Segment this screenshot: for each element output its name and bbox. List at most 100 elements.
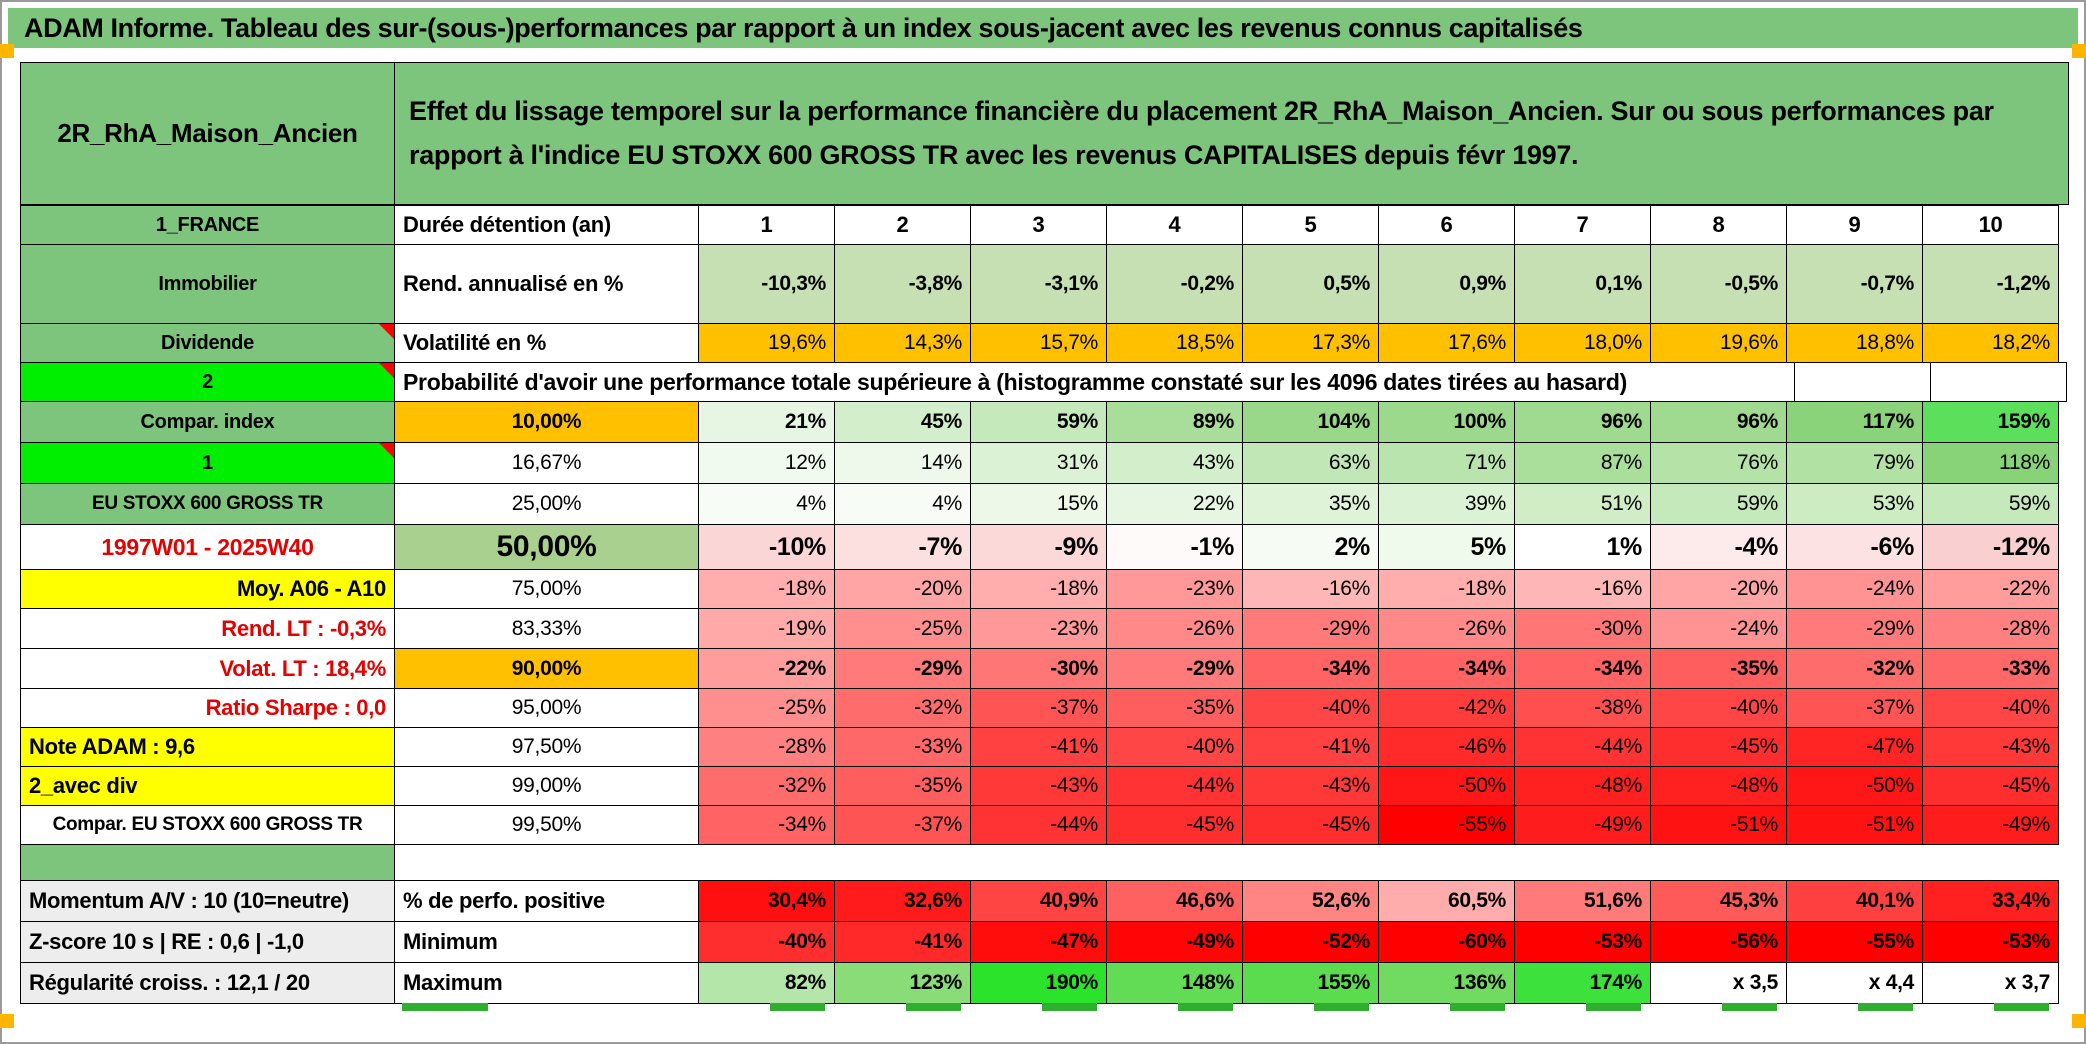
value-cell[interactable]: 104% bbox=[1242, 401, 1379, 443]
value-cell[interactable]: -37% bbox=[970, 688, 1107, 728]
value-cell[interactable]: 40,1% bbox=[1786, 880, 1923, 922]
value-cell[interactable]: -47% bbox=[970, 921, 1107, 963]
portfolio-name-cell[interactable]: 2R_RhA_Maison_Ancien bbox=[20, 62, 395, 205]
value-cell[interactable]: 53% bbox=[1786, 483, 1923, 525]
value-cell[interactable]: -34% bbox=[698, 805, 835, 845]
value-cell[interactable]: 18,2% bbox=[1922, 323, 2059, 363]
value-cell[interactable]: -41% bbox=[834, 921, 971, 963]
value-cell[interactable]: -45% bbox=[1106, 805, 1243, 845]
label-cell-minimum[interactable]: Z-score 10 s | RE : 0,6 | -1,0 bbox=[20, 921, 395, 963]
sheet-title-cell[interactable]: ADAM Informe. Tableau des sur-(sous-)per… bbox=[8, 8, 2078, 48]
value-cell[interactable]: 9 bbox=[1786, 205, 1923, 245]
value-cell[interactable]: 30,4% bbox=[698, 880, 835, 922]
value-cell[interactable]: 14% bbox=[834, 442, 971, 484]
value-cell[interactable]: -29% bbox=[834, 648, 971, 689]
value-cell[interactable]: 87% bbox=[1514, 442, 1651, 484]
value-cell[interactable]: -1,2% bbox=[1922, 244, 2059, 324]
value-cell[interactable]: -32% bbox=[834, 688, 971, 728]
value-cell[interactable]: -35% bbox=[1106, 688, 1243, 728]
value-cell[interactable]: -45% bbox=[1922, 766, 2059, 806]
value-cell[interactable]: 17,3% bbox=[1242, 323, 1379, 363]
sublabel-cell-p8333[interactable]: 83,33% bbox=[394, 608, 699, 649]
label-cell-p50[interactable]: 1997W01 - 2025W40 bbox=[20, 524, 395, 570]
value-cell[interactable]: 82% bbox=[698, 962, 835, 1004]
value-cell[interactable]: -18% bbox=[1378, 569, 1515, 609]
value-cell[interactable]: 5 bbox=[1242, 205, 1379, 245]
empty-cell[interactable] bbox=[1794, 362, 1931, 402]
value-cell[interactable]: 63% bbox=[1242, 442, 1379, 484]
value-cell[interactable]: -3,1% bbox=[970, 244, 1107, 324]
value-cell[interactable]: -45% bbox=[1650, 727, 1787, 767]
value-cell[interactable]: 10 bbox=[1922, 205, 2059, 245]
value-cell[interactable]: -43% bbox=[970, 766, 1107, 806]
value-cell[interactable]: -53% bbox=[1514, 921, 1651, 963]
value-cell[interactable]: 2% bbox=[1242, 524, 1379, 570]
value-cell[interactable]: 21% bbox=[698, 401, 835, 443]
value-cell[interactable]: -37% bbox=[1786, 688, 1923, 728]
value-cell[interactable]: -41% bbox=[1242, 727, 1379, 767]
value-cell[interactable]: 174% bbox=[1514, 962, 1651, 1004]
sublabel-cell-p1667[interactable]: 16,67% bbox=[394, 442, 699, 484]
value-cell[interactable]: 60,5% bbox=[1378, 880, 1515, 922]
value-cell[interactable]: 76% bbox=[1650, 442, 1787, 484]
value-cell[interactable]: -30% bbox=[970, 648, 1107, 689]
value-cell[interactable]: 123% bbox=[834, 962, 971, 1004]
label-cell-p99[interactable]: 2_avec div bbox=[20, 766, 395, 806]
value-cell[interactable]: -34% bbox=[1514, 648, 1651, 689]
value-cell[interactable]: -25% bbox=[698, 688, 835, 728]
value-cell[interactable]: -0,5% bbox=[1650, 244, 1787, 324]
value-cell[interactable]: 159% bbox=[1922, 401, 2059, 443]
value-cell[interactable]: 18,0% bbox=[1514, 323, 1651, 363]
sublabel-cell-p95[interactable]: 95,00% bbox=[394, 688, 699, 728]
value-cell[interactable]: -10,3% bbox=[698, 244, 835, 324]
value-cell[interactable]: -18% bbox=[698, 569, 835, 609]
label-cell-p90[interactable]: Volat. LT : 18,4% bbox=[20, 648, 395, 689]
value-cell[interactable]: -30% bbox=[1514, 608, 1651, 649]
value-cell[interactable]: -12% bbox=[1922, 524, 2059, 570]
value-cell[interactable]: 59% bbox=[1650, 483, 1787, 525]
sublabel-cell-p99[interactable]: 99,00% bbox=[394, 766, 699, 806]
value-cell[interactable]: -51% bbox=[1650, 805, 1787, 845]
value-cell[interactable]: 40,9% bbox=[970, 880, 1107, 922]
value-cell[interactable]: -40% bbox=[1650, 688, 1787, 728]
value-cell[interactable]: -24% bbox=[1786, 569, 1923, 609]
value-cell[interactable]: 19,6% bbox=[698, 323, 835, 363]
value-cell[interactable]: -34% bbox=[1242, 648, 1379, 689]
value-cell[interactable]: 89% bbox=[1106, 401, 1243, 443]
value-cell[interactable]: 4 bbox=[1106, 205, 1243, 245]
sublabel-cell-maximum[interactable]: Maximum bbox=[394, 962, 699, 1004]
value-cell[interactable]: 96% bbox=[1650, 401, 1787, 443]
value-cell[interactable]: -37% bbox=[834, 805, 971, 845]
value-cell[interactable]: -35% bbox=[1650, 648, 1787, 689]
value-cell[interactable]: -38% bbox=[1514, 688, 1651, 728]
value-cell[interactable]: 45,3% bbox=[1650, 880, 1787, 922]
sublabel-cell-perfo[interactable]: % de perfo. positive bbox=[394, 880, 699, 922]
value-cell[interactable]: 3 bbox=[970, 205, 1107, 245]
label-cell-p25[interactable]: EU STOXX 600 GROSS TR bbox=[20, 483, 395, 525]
value-cell[interactable]: 18,5% bbox=[1106, 323, 1243, 363]
value-cell[interactable]: -20% bbox=[1650, 569, 1787, 609]
value-cell[interactable]: -51% bbox=[1786, 805, 1923, 845]
value-cell[interactable]: -6% bbox=[1786, 524, 1923, 570]
value-cell[interactable]: 100% bbox=[1378, 401, 1515, 443]
value-cell[interactable]: 33,4% bbox=[1922, 880, 2059, 922]
empty-cell[interactable] bbox=[1930, 362, 2067, 402]
value-cell[interactable]: 51,6% bbox=[1514, 880, 1651, 922]
value-cell[interactable]: 0,5% bbox=[1242, 244, 1379, 324]
value-cell[interactable]: 5% bbox=[1378, 524, 1515, 570]
value-cell[interactable]: -50% bbox=[1378, 766, 1515, 806]
value-cell[interactable]: 12% bbox=[698, 442, 835, 484]
value-cell[interactable]: -16% bbox=[1514, 569, 1651, 609]
value-cell[interactable]: -50% bbox=[1786, 766, 1923, 806]
value-cell[interactable]: -28% bbox=[1922, 608, 2059, 649]
label-cell-p75[interactable]: Moy. A06 - A10 bbox=[20, 569, 395, 609]
value-cell[interactable]: -44% bbox=[1106, 766, 1243, 806]
value-cell[interactable]: -10% bbox=[698, 524, 835, 570]
value-cell[interactable]: -26% bbox=[1378, 608, 1515, 649]
label-cell-duree[interactable]: 1_FRANCE bbox=[20, 205, 395, 245]
value-cell[interactable]: -23% bbox=[970, 608, 1107, 649]
sublabel-cell-rend[interactable]: Rend. annualisé en % bbox=[394, 244, 699, 324]
value-cell[interactable]: -33% bbox=[834, 727, 971, 767]
label-cell-p8333[interactable]: Rend. LT : -0,3% bbox=[20, 608, 395, 649]
label-cell-volat[interactable]: Dividende bbox=[20, 323, 395, 363]
